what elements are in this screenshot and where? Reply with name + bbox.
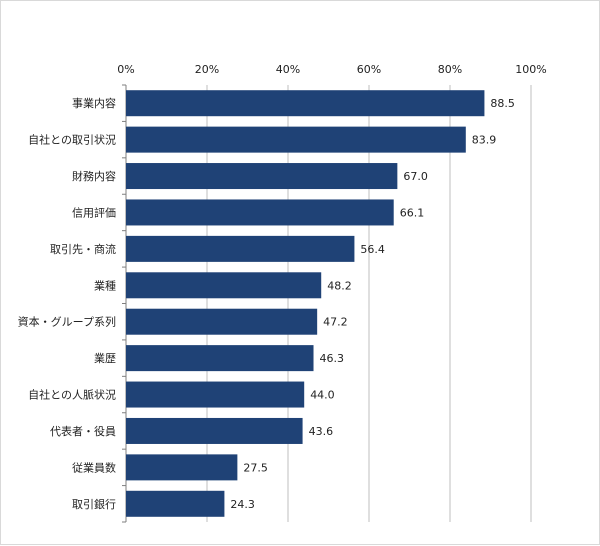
bar [126,345,314,372]
data-label: 46.3 [320,352,345,365]
data-label: 66.1 [400,206,425,219]
x-tick-label: 0% [117,63,134,76]
data-label: 48.2 [327,279,352,292]
category-label: 事業内容 [72,96,116,110]
bar [126,272,322,299]
x-tick-label: 20% [195,63,219,76]
category-label: 従業員数 [72,461,116,474]
data-label: 27.5 [243,461,268,474]
bar [126,199,394,226]
data-label: 83.9 [472,134,497,147]
bar [126,490,225,517]
x-tick-label: 60% [357,63,381,76]
category-label: 業種 [94,278,116,292]
data-label: 24.3 [230,498,255,511]
category-label: 自社との取引状況 [28,133,116,147]
bar [126,381,305,408]
category-label: 資本・グループ系列 [18,315,116,329]
category-label: 信用評価 [72,205,116,219]
category-label: 代表者・役員 [50,424,116,438]
bar [126,163,398,190]
category-label: 業歴 [94,352,116,365]
category-label: 財務内容 [72,169,116,183]
data-label: 44.0 [310,389,335,402]
bar [126,308,318,335]
data-label: 67.0 [403,170,428,183]
data-label: 47.2 [323,316,348,329]
category-label: 自社との人脈状況 [28,388,116,402]
category-label: 取引銀行 [72,497,116,511]
data-label: 56.4 [360,243,385,256]
x-tick-label: 80% [438,63,462,76]
data-label: 43.6 [309,425,334,438]
category-label: 取引先・商流 [50,242,116,256]
data-label: 88.5 [490,97,515,110]
bar [126,90,485,117]
bar [126,126,466,153]
bar [126,454,238,481]
x-tick-label: 40% [276,63,300,76]
bar [126,235,355,262]
bar [126,417,303,444]
x-tick-label: 100% [515,63,546,76]
